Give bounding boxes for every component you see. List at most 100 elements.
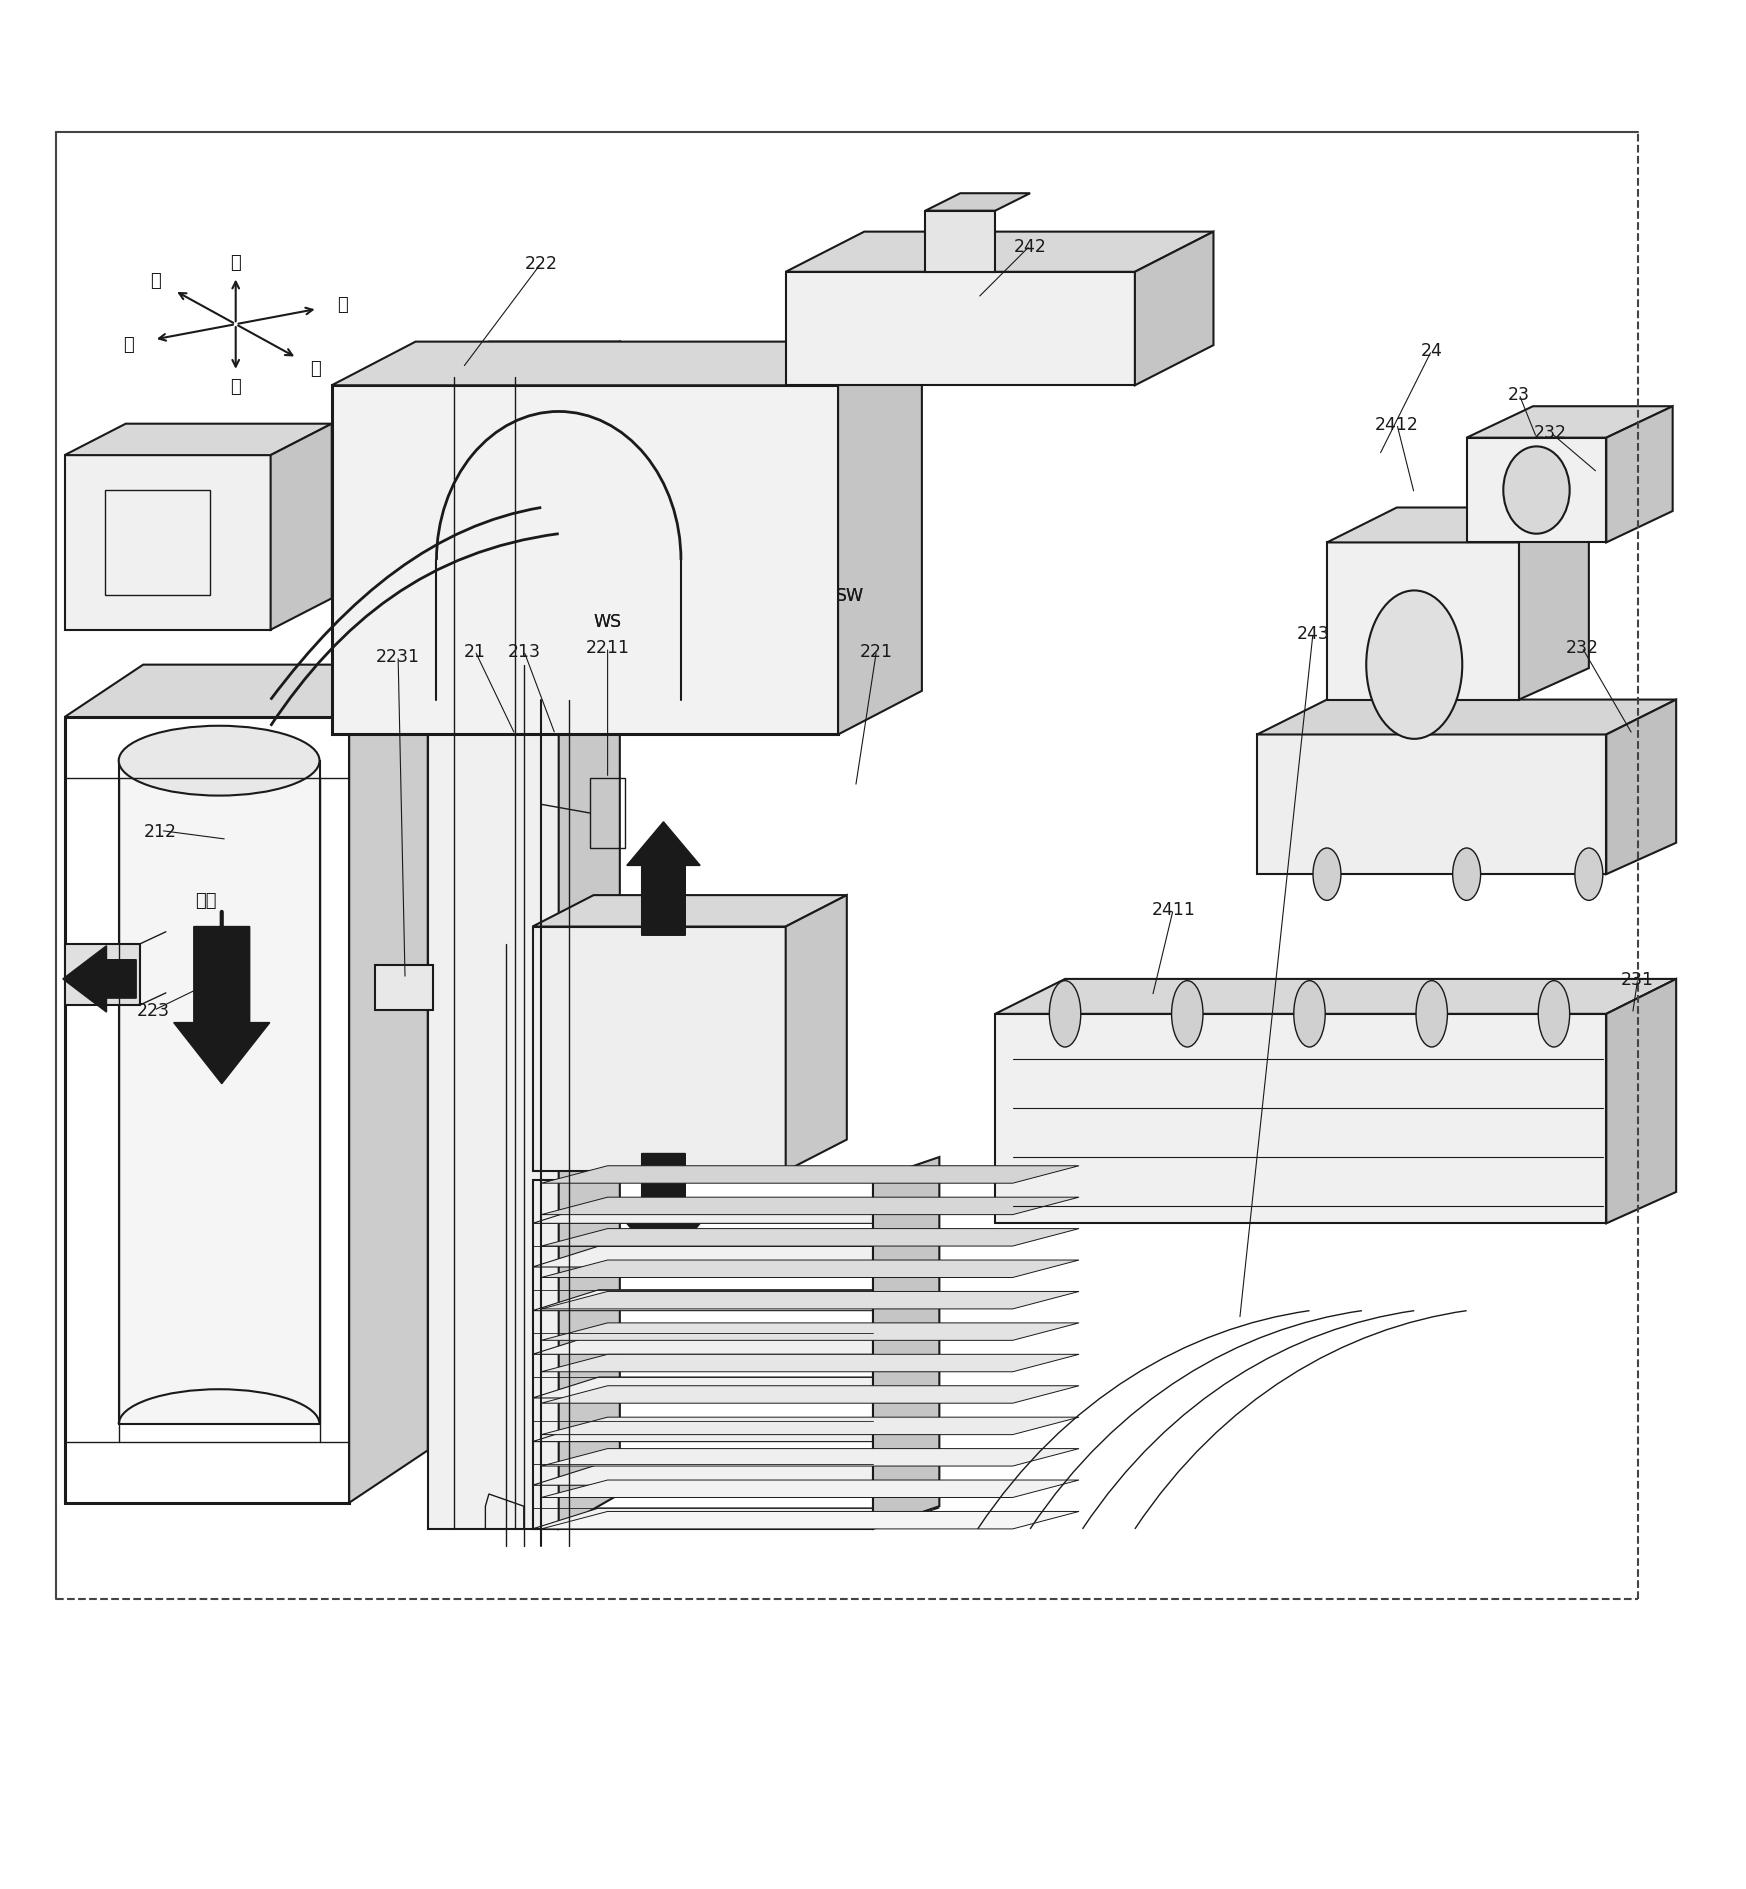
Polygon shape [428,378,559,1528]
Polygon shape [786,272,1135,385]
Polygon shape [541,1260,1079,1277]
Text: 2411: 2411 [1151,901,1196,918]
Text: 231: 231 [1622,971,1653,988]
Ellipse shape [1365,591,1463,739]
Polygon shape [332,342,922,385]
Text: 左: 左 [150,272,161,291]
Bar [590,778,625,848]
Polygon shape [541,1198,1079,1215]
Polygon shape [533,1334,939,1354]
Text: 232: 232 [1535,425,1566,442]
Polygon shape [533,1203,939,1224]
Text: SW: SW [836,586,864,604]
Polygon shape [541,1511,1079,1528]
Text: 2231: 2231 [375,648,421,665]
Polygon shape [541,1354,1079,1371]
Text: SW: SW [836,586,864,604]
Polygon shape [873,1158,939,1528]
Polygon shape [533,1507,939,1528]
Text: 221: 221 [861,642,892,661]
FancyArrow shape [63,946,136,1013]
FancyArrow shape [627,1154,700,1268]
Polygon shape [533,1290,939,1311]
Ellipse shape [1313,848,1341,901]
Text: 212: 212 [145,822,176,841]
Ellipse shape [1453,848,1481,901]
Text: 213: 213 [508,642,540,661]
Text: 21: 21 [464,642,485,661]
Ellipse shape [1049,980,1081,1048]
Ellipse shape [1416,980,1447,1048]
Polygon shape [925,212,995,272]
Ellipse shape [1294,980,1325,1048]
Text: 243: 243 [1297,625,1329,642]
Polygon shape [541,1166,1079,1184]
Text: 上: 上 [230,253,241,272]
Polygon shape [533,1421,939,1441]
Text: 前: 前 [337,297,347,314]
Polygon shape [533,927,786,1171]
Text: 232: 232 [1566,638,1598,657]
Polygon shape [332,385,838,735]
Ellipse shape [1575,848,1603,901]
Polygon shape [541,1230,1079,1247]
Text: 2211: 2211 [585,638,630,657]
Polygon shape [995,979,1676,1014]
Text: WS: WS [594,612,622,631]
Bar [105,491,210,595]
Text: 2412: 2412 [1374,416,1419,433]
Polygon shape [1467,438,1606,544]
Polygon shape [119,761,320,1424]
Polygon shape [1606,701,1676,875]
Polygon shape [541,1449,1079,1466]
Text: 右: 右 [311,361,321,378]
Text: 后: 后 [124,336,134,353]
Polygon shape [559,342,620,1528]
Polygon shape [541,1481,1079,1498]
Polygon shape [1467,406,1673,438]
Ellipse shape [119,727,320,795]
Polygon shape [1606,406,1673,544]
Polygon shape [533,895,847,927]
Polygon shape [925,195,1030,212]
Polygon shape [1327,508,1589,544]
Polygon shape [1327,544,1519,701]
Text: 空气: 空气 [196,892,217,910]
Polygon shape [541,1292,1079,1309]
Polygon shape [65,944,140,1005]
Polygon shape [65,455,271,631]
Polygon shape [1257,701,1676,735]
Polygon shape [349,665,428,1504]
Ellipse shape [1538,980,1570,1048]
Polygon shape [375,965,433,1011]
Polygon shape [533,1464,939,1485]
Ellipse shape [1503,448,1570,535]
Text: 242: 242 [1014,238,1046,255]
Text: 222: 222 [526,255,557,272]
Text: 下: 下 [230,378,241,397]
Polygon shape [541,1322,1079,1341]
Polygon shape [533,1377,939,1398]
Polygon shape [65,665,428,718]
Polygon shape [428,342,620,378]
Polygon shape [1257,735,1606,875]
Polygon shape [533,1247,939,1268]
Text: 23: 23 [1509,385,1529,404]
Polygon shape [995,1014,1606,1224]
Text: 223: 223 [138,1001,169,1020]
Ellipse shape [1172,980,1203,1048]
Polygon shape [786,895,847,1171]
Polygon shape [271,425,332,631]
Polygon shape [1606,979,1676,1224]
Polygon shape [838,342,922,735]
Polygon shape [1519,508,1589,701]
FancyArrow shape [627,822,700,935]
FancyArrow shape [173,927,269,1084]
Polygon shape [786,232,1213,272]
Text: WS: WS [594,612,622,631]
Polygon shape [541,1417,1079,1436]
Text: 24: 24 [1421,342,1442,361]
Polygon shape [65,425,332,455]
Polygon shape [1135,232,1213,385]
Polygon shape [541,1387,1079,1404]
